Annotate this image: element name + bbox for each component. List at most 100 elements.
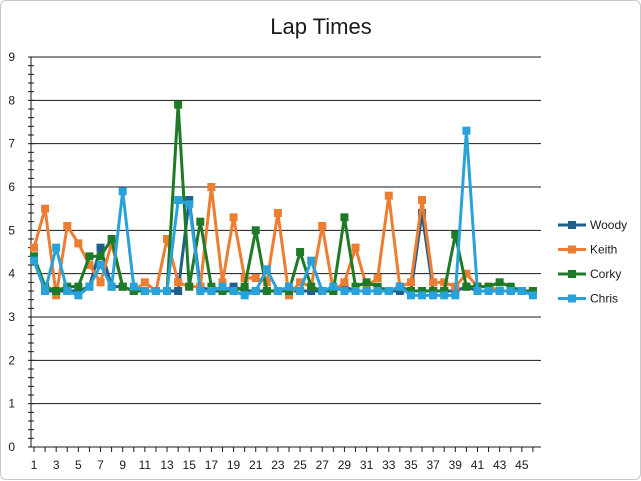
- data-point: [285, 282, 293, 291]
- data-point: [406, 278, 415, 287]
- data-point: [307, 282, 316, 291]
- legend-item-chris: Chris: [558, 292, 618, 306]
- data-point: [229, 282, 238, 291]
- x-tick-label: 45: [515, 458, 529, 472]
- data-point: [395, 287, 404, 295]
- data-point: [52, 291, 61, 300]
- chart-title: Lap Times: [270, 14, 372, 39]
- legend-marker: [568, 294, 576, 303]
- data-point: [340, 287, 349, 295]
- x-tick-label: 19: [227, 458, 241, 472]
- data-point: [462, 126, 471, 135]
- data-point: [484, 287, 493, 295]
- gridlines: [31, 56, 541, 405]
- data-point: [118, 282, 127, 291]
- data-point: [129, 282, 138, 291]
- data-point: [240, 291, 249, 300]
- data-point: [318, 222, 327, 230]
- data-point: [296, 278, 305, 287]
- axes: [28, 56, 541, 448]
- data-point: [307, 256, 316, 265]
- data-point: [207, 287, 216, 295]
- data-point: [229, 213, 238, 222]
- data-point: [329, 287, 338, 295]
- data-point: [418, 196, 427, 204]
- x-tick-label: 31: [360, 458, 374, 472]
- x-tick-label: 23: [271, 458, 285, 472]
- data-point: [96, 252, 105, 261]
- x-tick-label: 17: [205, 458, 219, 472]
- y-tick-label: 4: [8, 267, 15, 281]
- data-point: [163, 235, 172, 243]
- data-point: [196, 287, 205, 295]
- legend-marker: [568, 245, 576, 254]
- data-point: [362, 282, 371, 291]
- x-tick-label: 39: [449, 458, 463, 472]
- data-point: [196, 217, 205, 226]
- data-point: [307, 287, 316, 295]
- data-point: [240, 274, 249, 282]
- data-point: [174, 278, 183, 287]
- data-point: [395, 282, 404, 291]
- data-point: [373, 274, 382, 282]
- data-point: [451, 291, 460, 300]
- data-point: [218, 278, 227, 287]
- legend: Woody Keith Corky Chris: [558, 218, 627, 306]
- y-tick-label: 2: [8, 353, 15, 367]
- data-point: [384, 191, 393, 200]
- data-point: [218, 287, 227, 295]
- data-point: [74, 282, 83, 291]
- data-point: [440, 291, 449, 300]
- legend-label: Woody: [590, 218, 627, 232]
- legend-item-keith: Keith: [558, 243, 617, 257]
- legend-item-corky: Corky: [558, 267, 621, 281]
- data-point: [85, 261, 94, 269]
- legend-marker: [568, 270, 576, 278]
- data-point: [85, 252, 94, 261]
- y-tick-label: 8: [8, 93, 15, 107]
- data-point: [74, 291, 83, 300]
- data-point: [185, 200, 194, 209]
- x-tick-label: 1: [31, 458, 38, 472]
- data-point: [74, 287, 83, 295]
- data-point: [74, 239, 83, 248]
- y-axis-ticks: 0 1 2 3 4 5 6 7 8 9: [8, 50, 15, 454]
- data-point: [207, 282, 216, 291]
- data-point: [207, 183, 216, 191]
- data-point: [262, 265, 271, 274]
- data-point: [96, 278, 105, 287]
- data-point: [373, 287, 382, 295]
- data-point: [129, 287, 138, 295]
- data-point: [384, 287, 393, 295]
- x-tick-label: 27: [316, 458, 330, 472]
- data-point: [351, 243, 360, 252]
- data-point: [351, 282, 360, 291]
- y-tick-label: 7: [8, 137, 15, 151]
- data-point: [351, 287, 360, 295]
- x-tick-label: 21: [249, 458, 263, 472]
- data-point: [285, 287, 293, 295]
- data-point: [251, 226, 260, 235]
- data-point: [528, 291, 537, 300]
- data-point: [262, 278, 271, 287]
- x-tick-label: 7: [97, 458, 104, 472]
- data-point: [451, 230, 460, 239]
- data-point: [151, 287, 160, 295]
- data-point: [440, 287, 449, 295]
- data-point: [429, 278, 438, 287]
- y-tick-label: 1: [8, 397, 15, 411]
- data-point: [174, 100, 183, 109]
- data-point: [96, 243, 105, 252]
- data-point: [296, 287, 305, 295]
- data-point: [495, 278, 504, 287]
- data-point: [406, 287, 415, 295]
- data-point: [96, 261, 105, 269]
- legend-item-woody: Woody: [558, 218, 627, 232]
- data-point: [506, 282, 515, 291]
- data-point: [174, 196, 183, 204]
- x-tick-label: 41: [471, 458, 485, 472]
- data-point: [462, 282, 471, 291]
- data-point: [495, 287, 504, 295]
